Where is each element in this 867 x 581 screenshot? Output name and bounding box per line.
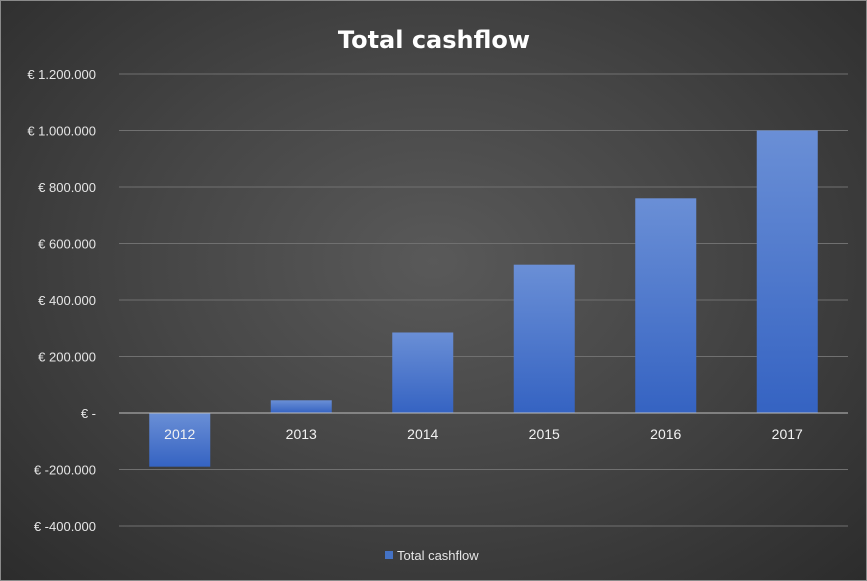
y-tick-label: € 600.000 <box>38 237 96 252</box>
x-axis-ticks: 2012 2013 2014 2015 2016 2017 <box>164 426 803 442</box>
bar-2012 <box>149 413 211 467</box>
legend-swatch <box>385 551 393 559</box>
y-tick-label: € 400.000 <box>38 293 96 308</box>
y-tick-label: € 1.000.000 <box>27 124 96 139</box>
y-axis-ticks: € 1.200.000 € 1.000.000 € 800.000 € 600.000… <box>27 67 96 534</box>
x-tick-label: 2015 <box>529 426 560 442</box>
bar-2013 <box>270 400 332 413</box>
x-tick-label: 2012 <box>164 426 195 442</box>
y-tick-label: € -400.000 <box>34 519 96 534</box>
bar-2017 <box>756 130 818 413</box>
bar-2015 <box>513 264 575 413</box>
x-tick-label: 2014 <box>407 426 438 442</box>
x-tick-label: 2013 <box>286 426 317 442</box>
y-tick-label: € 200.000 <box>38 350 96 365</box>
legend: Total cashflow <box>385 548 479 563</box>
x-tick-label: 2017 <box>772 426 803 442</box>
chart-title: Total cashflow <box>338 26 530 54</box>
x-tick-label: 2016 <box>650 426 681 442</box>
y-tick-label: € 800.000 <box>38 180 96 195</box>
legend-label: Total cashflow <box>397 548 479 563</box>
bar-2014 <box>392 332 454 413</box>
gridlines <box>119 73 848 527</box>
y-tick-label: € - <box>81 406 96 421</box>
y-tick-label: € -200.000 <box>34 463 96 478</box>
bar-2016 <box>635 198 697 413</box>
y-tick-label: € 1.200.000 <box>27 67 96 82</box>
bars <box>119 130 848 467</box>
